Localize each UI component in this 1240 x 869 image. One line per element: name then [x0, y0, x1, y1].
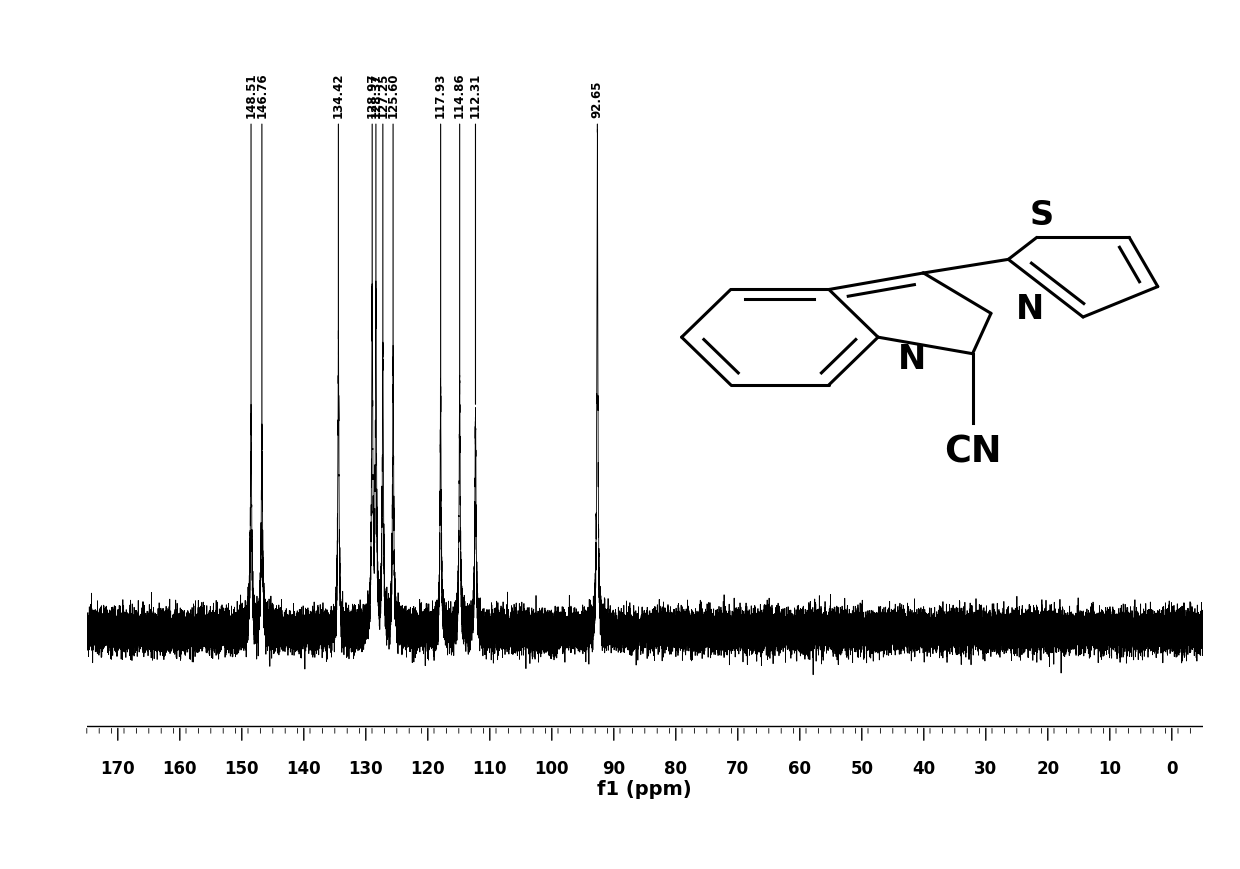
Text: 92.65: 92.65	[591, 81, 604, 118]
Text: 60: 60	[789, 760, 811, 779]
Text: 110: 110	[472, 760, 507, 779]
Text: N: N	[898, 342, 926, 375]
Text: 128.97: 128.97	[366, 73, 378, 118]
Text: N: N	[1016, 293, 1044, 326]
Text: 0: 0	[1166, 760, 1178, 779]
Text: 70: 70	[727, 760, 749, 779]
Text: 40: 40	[913, 760, 935, 779]
Text: 127.25: 127.25	[377, 73, 389, 118]
Text: 90: 90	[603, 760, 625, 779]
Text: 170: 170	[100, 760, 135, 779]
Text: f1 (ppm): f1 (ppm)	[598, 780, 692, 799]
Text: 100: 100	[534, 760, 569, 779]
Text: 148.51: 148.51	[244, 72, 258, 118]
Text: 20: 20	[1037, 760, 1059, 779]
Text: 30: 30	[975, 760, 997, 779]
Text: 10: 10	[1099, 760, 1121, 779]
Text: 112.31: 112.31	[469, 73, 482, 118]
Text: 114.86: 114.86	[453, 72, 466, 118]
Text: 128.37: 128.37	[370, 73, 382, 118]
Text: S: S	[1029, 199, 1054, 232]
Text: 130: 130	[348, 760, 383, 779]
Text: 160: 160	[162, 760, 197, 779]
Text: 117.93: 117.93	[434, 73, 448, 118]
Text: 150: 150	[224, 760, 259, 779]
Text: 146.76: 146.76	[255, 72, 268, 118]
Text: 120: 120	[410, 760, 445, 779]
Text: 50: 50	[851, 760, 873, 779]
Text: 140: 140	[286, 760, 321, 779]
Text: CN: CN	[944, 434, 1002, 470]
Text: 80: 80	[665, 760, 687, 779]
Text: 134.42: 134.42	[332, 73, 345, 118]
Text: 125.60: 125.60	[387, 73, 399, 118]
